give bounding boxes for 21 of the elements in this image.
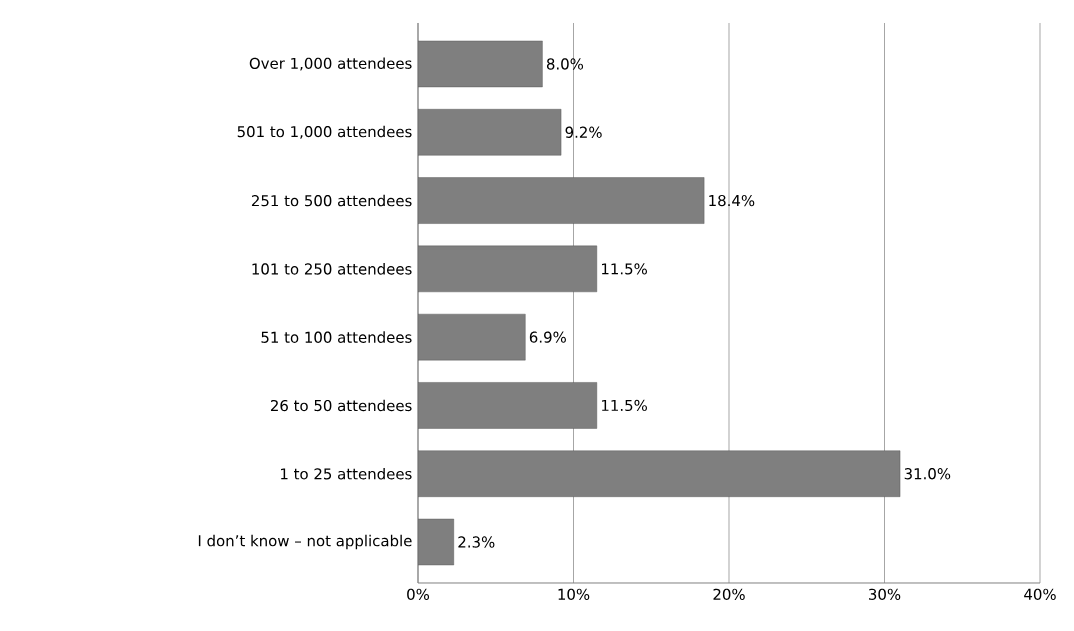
x-tick-label: 20% [713, 588, 745, 600]
y-tick-label: 501 to 1,000 attendees [237, 125, 412, 139]
y-tick-label: 101 to 250 attendees [252, 263, 412, 275]
y-tick-label: 1 to 25 attendees [281, 467, 412, 480]
data-label: 8.0% [546, 58, 584, 70]
x-tick-label: 30% [869, 588, 901, 600]
y-tick-label: 251 to 500 attendees [251, 194, 412, 207]
x-tick-label: 0% [407, 588, 430, 600]
y-tick-label: Over 1,000 attendees [249, 57, 412, 71]
y-tick-label: 51 to 100 attendees [261, 331, 412, 343]
data-label: 2.3% [458, 536, 495, 548]
data-label: 31.0% [904, 468, 951, 480]
data-label: 18.4% [709, 194, 755, 207]
data-label: 9.2% [565, 126, 602, 138]
y-tick-label: 26 to 50 attendees [270, 399, 412, 412]
data-label: 11.5% [601, 399, 647, 412]
data-label: 6.9% [529, 331, 566, 343]
data-label: 11.5% [601, 263, 647, 275]
x-tick-label: 10% [558, 588, 590, 600]
x-tick-label: 40% [1024, 588, 1056, 600]
y-tick-label: I don’t know – not applicable [198, 534, 412, 550]
